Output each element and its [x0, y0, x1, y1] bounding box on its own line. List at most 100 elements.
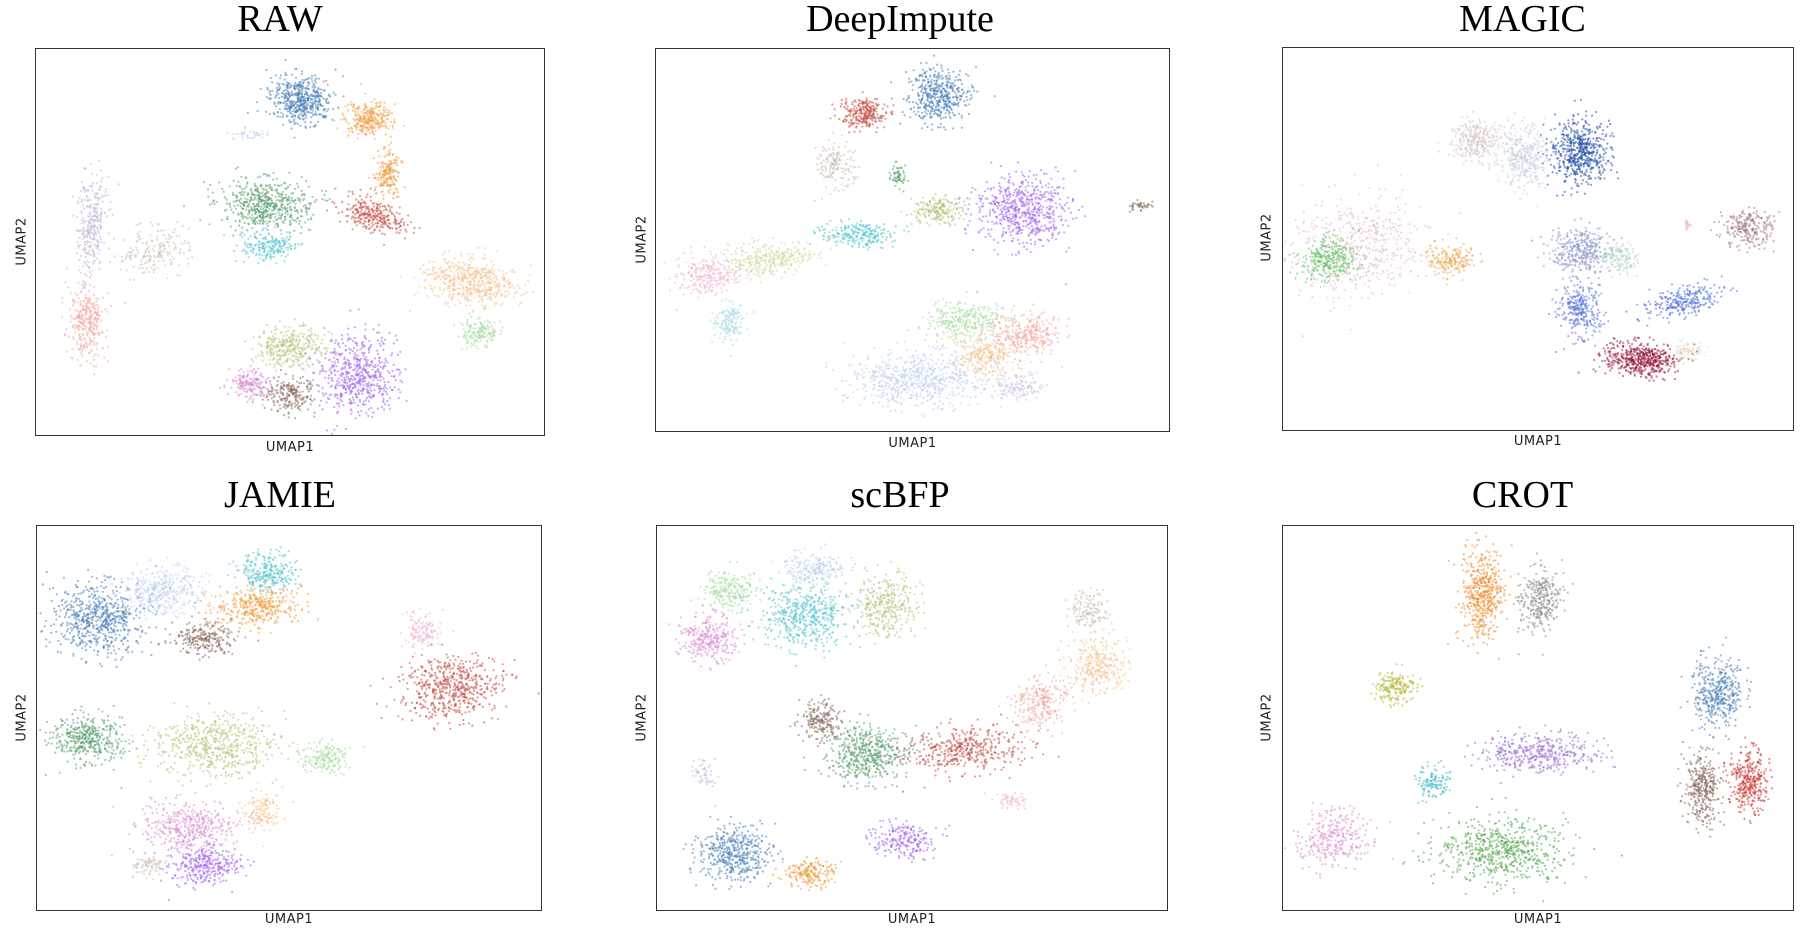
data-point — [65, 267, 69, 270]
data-point — [326, 209, 329, 212]
data-point — [365, 362, 368, 366]
data-point — [277, 350, 280, 353]
data-point — [304, 86, 307, 90]
data-point — [361, 403, 364, 406]
data-point — [363, 351, 366, 355]
data-point — [362, 367, 365, 370]
data-point — [371, 368, 374, 371]
data-point — [443, 277, 447, 280]
data-point — [302, 110, 305, 113]
data-point — [386, 118, 389, 121]
data-point — [426, 274, 429, 277]
data-point — [240, 381, 243, 384]
data-point — [438, 288, 442, 291]
data-point — [359, 348, 362, 351]
data-point — [283, 181, 286, 184]
data-point — [400, 219, 403, 222]
data-point — [348, 352, 351, 355]
data-point — [87, 318, 90, 321]
data-point — [305, 91, 308, 94]
data-point — [333, 428, 336, 431]
data-point — [246, 198, 249, 201]
data-point — [89, 206, 92, 209]
data-point — [179, 248, 182, 251]
data-point — [374, 212, 377, 215]
data-point — [140, 259, 143, 262]
data-point — [444, 251, 447, 254]
data-point — [469, 266, 472, 269]
data-point — [364, 328, 367, 331]
data-point — [493, 321, 496, 324]
data-point — [361, 380, 364, 383]
data-point — [377, 370, 380, 373]
data-point — [510, 270, 513, 273]
data-point — [182, 224, 185, 227]
data-point — [345, 363, 348, 366]
data-point — [305, 395, 308, 398]
data-point — [449, 270, 452, 273]
data-point — [362, 112, 365, 115]
data-point — [94, 207, 97, 210]
data-point — [278, 245, 281, 248]
data-point — [967, 113, 971, 116]
data-point — [237, 369, 240, 372]
data-point — [261, 387, 264, 390]
data-point — [374, 107, 377, 110]
data-point — [78, 269, 81, 272]
data-point — [309, 398, 312, 401]
data-point — [89, 162, 92, 165]
data-point — [92, 262, 95, 265]
data-point — [339, 118, 342, 121]
data-point — [302, 368, 305, 371]
data-point — [344, 117, 347, 120]
data-point — [207, 195, 210, 198]
data-point — [280, 203, 283, 206]
data-point — [240, 215, 243, 218]
data-point — [90, 218, 93, 221]
data-point — [351, 190, 354, 193]
data-point — [104, 194, 107, 197]
data-point — [288, 336, 292, 339]
data-point — [395, 227, 398, 230]
data-point — [251, 347, 254, 350]
data-point — [332, 91, 335, 94]
data-point — [247, 213, 250, 216]
data-point — [284, 218, 287, 221]
data-point — [120, 255, 124, 258]
data-point — [970, 96, 973, 99]
data-point — [261, 355, 264, 358]
data-point — [93, 341, 96, 344]
data-point — [376, 161, 379, 164]
data-point — [100, 331, 104, 334]
data-point — [88, 336, 91, 339]
data-point — [250, 191, 253, 194]
data-point — [182, 251, 185, 255]
data-point — [334, 93, 337, 96]
data-point — [308, 111, 312, 114]
data-point — [178, 235, 181, 238]
data-point — [244, 242, 247, 245]
data-point — [300, 87, 303, 90]
data-point — [309, 403, 312, 406]
data-point — [307, 98, 310, 101]
data-point — [315, 107, 318, 110]
data-point — [272, 213, 275, 216]
data-point — [392, 221, 396, 224]
data-point — [485, 327, 488, 330]
data-point — [334, 353, 337, 356]
data-point — [293, 207, 296, 210]
data-point — [385, 154, 388, 157]
data-point — [84, 308, 87, 311]
data-point — [355, 198, 358, 201]
data-point — [381, 393, 384, 396]
data-point — [165, 241, 168, 244]
data-point — [270, 249, 273, 252]
data-point — [350, 383, 353, 386]
data-point — [302, 199, 305, 202]
data-point — [384, 133, 387, 136]
data-point — [89, 199, 92, 202]
data-point — [295, 220, 298, 223]
data-point — [65, 350, 68, 353]
data-point — [271, 89, 274, 93]
data-point — [279, 115, 282, 118]
